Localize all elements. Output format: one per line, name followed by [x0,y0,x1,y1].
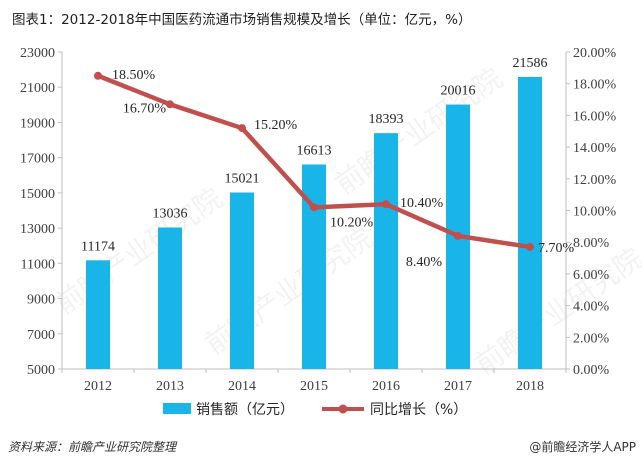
bar-data-label: 15021 [225,172,260,187]
y-right-tick-label: 0.00% [573,363,610,378]
legend-bar-label: 销售额（亿元） [196,402,294,418]
line-point [310,203,318,212]
line-data-label: 7.70% [538,241,575,256]
y-left-tick-label: 13000 [20,222,55,237]
bar-data-label: 16613 [297,143,332,158]
x-tick-label: 2013 [156,379,184,394]
line-data-label: 10.40% [400,196,444,211]
y-right-tick-label: 20.00% [573,46,617,61]
footer-source: 资料来源：前瞻产业研究院整理 [8,440,177,454]
y-left-tick-label: 23000 [20,46,55,61]
y-right-tick-label: 10.00% [573,205,617,220]
x-tick-label: 2018 [516,379,544,394]
line-point [454,231,462,240]
y-right-tick-label: 2.00% [573,331,610,346]
bar [518,76,542,370]
y-left-tick-label: 9000 [27,293,55,308]
y-left-tick-label: 17000 [20,152,55,167]
y-right-tick-label: 8.00% [573,236,610,251]
chart-title: 图表1：2012-2018年中国医药流通市场销售规模及增长（单位：亿元，%） [12,12,472,28]
bar-data-label: 20016 [441,84,476,99]
bar [86,260,110,369]
line-point [238,124,246,133]
bar-data-label: 18393 [369,112,404,127]
bar [158,227,182,369]
bar-data-label: 11174 [81,239,115,254]
y-right-tick-label: 12.00% [573,173,617,188]
legend-line-marker [338,404,348,414]
y-right-tick-label: 4.00% [573,300,610,315]
line-data-label: 15.20% [254,118,298,133]
bar [230,192,254,369]
bar-data-label: 13036 [153,206,188,221]
x-tick-label: 2015 [300,379,328,394]
y-left-tick-label: 5000 [27,363,55,378]
line-point [526,242,534,251]
legend-bar-swatch [163,403,191,414]
x-tick-label: 2017 [444,379,472,394]
line-point [94,71,102,80]
legend-line-label: 同比增长（%） [370,402,467,418]
y-right-tick-label: 16.00% [573,109,617,124]
footer-brand: @前瞻经济学人APP [529,440,636,454]
line-data-label: 8.40% [406,255,443,270]
line-point [166,100,174,109]
y-left-tick-label: 19000 [20,116,55,131]
y-left-tick-label: 21000 [20,81,55,96]
x-tick-label: 2012 [84,379,112,394]
y-left-tick-label: 7000 [27,328,55,343]
bar [374,133,398,369]
y-left-tick-label: 11000 [21,257,55,272]
line-data-label: 18.50% [112,68,156,83]
x-tick-label: 2016 [372,379,400,394]
y-right-tick-label: 6.00% [573,268,610,283]
line-data-label: 10.20% [330,215,374,230]
y-right-tick-label: 18.00% [573,78,617,93]
x-tick-label: 2014 [228,379,256,394]
line-data-label: 16.70% [123,101,167,116]
y-right-tick-label: 14.00% [573,141,617,156]
line-point [382,200,390,209]
y-left-tick-label: 15000 [20,187,55,202]
bar-data-label: 21586 [513,56,548,71]
